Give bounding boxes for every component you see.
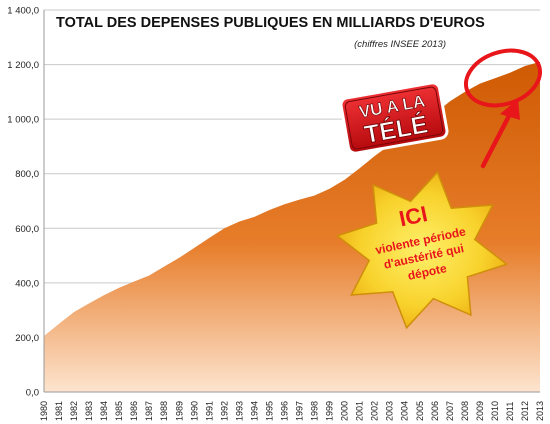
data-point xyxy=(314,195,316,197)
x-tick-label: 2011 xyxy=(505,402,515,421)
data-point xyxy=(163,265,165,267)
data-point xyxy=(449,100,451,102)
x-tick-label: 2001 xyxy=(355,401,365,421)
x-tick-label: 1987 xyxy=(144,401,154,421)
ici-star: ICI violente période d'austérité qui dép… xyxy=(335,170,509,330)
x-tick-label: 1991 xyxy=(204,401,214,421)
y-tick-label: 1 400,0 xyxy=(7,6,39,17)
x-tick-label: 1982 xyxy=(69,401,79,421)
data-point xyxy=(193,247,195,249)
y-tick-label: 0,0 xyxy=(26,388,39,399)
data-point xyxy=(524,65,526,67)
x-tick-label: 2009 xyxy=(475,401,485,421)
x-tick-label: 1989 xyxy=(174,401,184,421)
x-tick-label: 1986 xyxy=(129,401,139,421)
data-point xyxy=(329,188,331,190)
chart-title: TOTAL DES DEPENSES PUBLIQUES EN MILLIARD… xyxy=(56,15,485,31)
data-point xyxy=(283,203,285,205)
data-point xyxy=(268,209,270,211)
x-tick-label: 1984 xyxy=(99,401,109,421)
x-tick-label: 1983 xyxy=(84,401,94,421)
data-point xyxy=(374,155,376,157)
data-point xyxy=(58,323,60,325)
data-point xyxy=(223,227,225,229)
x-tick-label: 1997 xyxy=(295,401,305,421)
x-tick-label: 1994 xyxy=(249,401,259,421)
x-tick-label: 1990 xyxy=(189,401,199,421)
y-tick-label: 1 000,0 xyxy=(7,115,39,126)
x-tick-label: 2012 xyxy=(520,401,530,421)
y-tick-label: 800,0 xyxy=(15,169,39,180)
x-tick-label: 2006 xyxy=(430,401,440,421)
y-tick-label: 400,0 xyxy=(15,278,39,289)
x-tick-label: 2008 xyxy=(460,401,470,421)
x-tick-label: 2007 xyxy=(445,401,455,421)
y-tick-labels: 0,0 200,0 400,0 600,0 800,0 1 000,0 1 200,0 1 4… xyxy=(7,6,39,399)
star-title: ICI xyxy=(397,201,430,231)
data-point xyxy=(509,72,511,74)
data-point xyxy=(494,77,496,79)
x-tick-label: 1992 xyxy=(219,401,229,421)
x-tick-label: 1999 xyxy=(325,401,335,421)
data-point xyxy=(344,179,346,181)
data-point xyxy=(253,216,255,218)
x-tick-label: 1993 xyxy=(234,401,244,421)
x-tick-label: 2005 xyxy=(415,401,425,421)
data-point xyxy=(103,294,105,296)
chart-subtitle: (chiffres INSEE 2013) xyxy=(354,39,446,50)
x-tick-label: 1988 xyxy=(159,401,169,421)
x-tick-label: 2002 xyxy=(370,401,380,421)
x-tick-label: 2004 xyxy=(400,401,410,421)
data-point xyxy=(299,199,301,201)
data-point xyxy=(118,287,120,289)
data-point xyxy=(148,274,150,276)
x-tick-label: 1985 xyxy=(114,401,124,421)
x-tick-label: 1996 xyxy=(279,401,289,421)
x-tick-label: 1981 xyxy=(54,401,64,421)
x-tick-labels: 1980 1981 1982 1983 1984 1985 1986 1987 1988 1989… xyxy=(39,401,545,421)
y-tick-label: 1 200,0 xyxy=(7,60,39,71)
x-tick-label: 1998 xyxy=(310,401,320,421)
data-point xyxy=(178,257,180,259)
x-tick-label: 2010 xyxy=(490,401,500,421)
x-tick-label: 2000 xyxy=(340,401,350,421)
annotation-arrow xyxy=(480,99,520,169)
data-point xyxy=(88,302,90,304)
data-point xyxy=(238,220,240,222)
y-tick-label: 600,0 xyxy=(15,224,39,235)
x-tick-label: 2013 xyxy=(535,401,545,421)
x-tick-label: 1995 xyxy=(264,401,274,421)
vu-a-la-tele-badge: VU A LA TÉLÉ xyxy=(339,81,449,155)
data-point xyxy=(73,311,75,313)
highlight-circle xyxy=(463,48,543,108)
data-point xyxy=(208,237,210,239)
data-point xyxy=(133,280,135,282)
data-point xyxy=(359,167,361,169)
y-tick-label: 200,0 xyxy=(15,333,39,344)
x-tick-label: 2003 xyxy=(385,401,395,421)
x-tick-label: 1980 xyxy=(39,401,49,421)
data-point xyxy=(479,83,481,85)
